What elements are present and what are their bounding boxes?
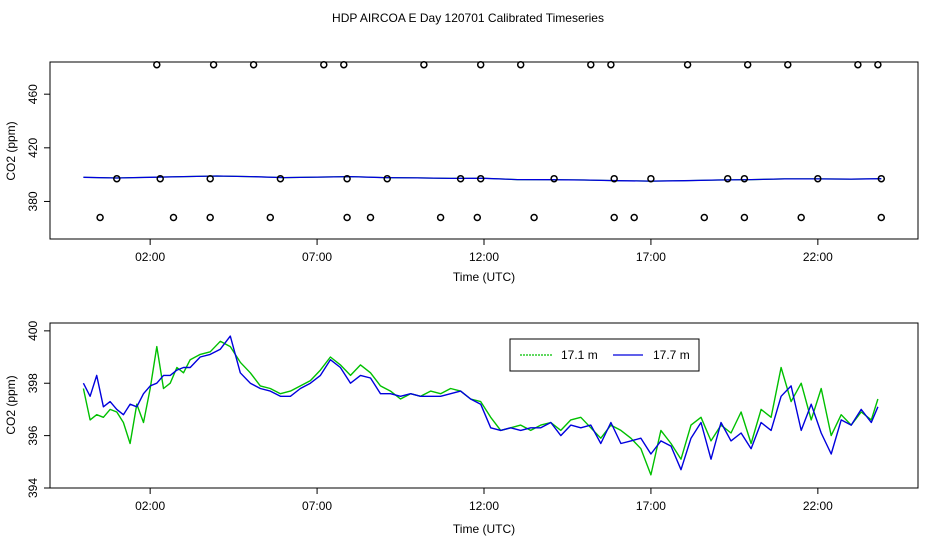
y-tick-label: 460 bbox=[26, 84, 40, 104]
top-plot-frame bbox=[49, 61, 919, 240]
data-point bbox=[683, 60, 692, 69]
data-point bbox=[343, 174, 351, 183]
data-point bbox=[854, 60, 862, 69]
data-point bbox=[516, 60, 525, 69]
y-tick-label: 400 bbox=[26, 321, 40, 341]
top-panel: 02:00 07:00 12:00 17:00 22:00 380 420 460 Time… bbox=[4, 60, 919, 284]
legend: 17.1 m 17.7 m bbox=[509, 338, 700, 372]
legend-label-17-7m: 17.7 m bbox=[653, 348, 690, 362]
top-plot-marks bbox=[83, 60, 886, 222]
y-tick-label: 394 bbox=[26, 478, 40, 498]
data-point bbox=[743, 60, 752, 69]
data-point bbox=[610, 174, 618, 183]
y-tick-label: 398 bbox=[26, 373, 40, 393]
x-tick-label: 12:00 bbox=[469, 250, 499, 264]
data-point bbox=[206, 213, 214, 222]
data-point bbox=[723, 174, 732, 183]
bottom-x-axis: 02:00 07:00 12:00 17:00 22:00 bbox=[135, 488, 833, 513]
data-point bbox=[700, 213, 709, 222]
data-point bbox=[153, 60, 161, 69]
data-point bbox=[797, 213, 805, 222]
data-point bbox=[156, 174, 164, 183]
data-point bbox=[320, 60, 328, 69]
x-tick-label: 17:00 bbox=[636, 499, 666, 513]
x-tick-label: 12:00 bbox=[469, 499, 499, 513]
data-point bbox=[550, 174, 558, 183]
data-point bbox=[420, 60, 428, 69]
data-point bbox=[587, 60, 595, 69]
bottom-panel: 02:00 07:00 12:00 17:00 22:00 394 396 398 400 T… bbox=[4, 321, 919, 536]
x-tick-label: 02:00 bbox=[135, 499, 165, 513]
legend-label-17-1m: 17.1 m bbox=[561, 348, 598, 362]
data-point bbox=[169, 213, 178, 222]
data-point bbox=[249, 60, 258, 69]
data-point bbox=[456, 174, 465, 183]
x-tick-label: 07:00 bbox=[302, 499, 332, 513]
x-tick-label: 22:00 bbox=[803, 499, 833, 513]
data-point bbox=[340, 60, 348, 69]
data-point bbox=[784, 60, 792, 69]
data-point bbox=[877, 174, 886, 183]
data-point bbox=[266, 213, 275, 222]
y-tick-label: 396 bbox=[26, 425, 40, 445]
top-x-axis: 02:00 07:00 12:00 17:00 22:00 bbox=[135, 239, 833, 264]
data-point bbox=[877, 213, 886, 222]
data-point bbox=[383, 174, 391, 183]
x-tick-label: 22:00 bbox=[803, 250, 833, 264]
data-point bbox=[476, 174, 485, 183]
data-point bbox=[343, 213, 351, 222]
series-line-17-1m bbox=[82, 340, 879, 476]
x-tick-label: 07:00 bbox=[302, 250, 332, 264]
data-point bbox=[209, 60, 218, 69]
data-point bbox=[366, 213, 375, 222]
top-x-axis-label: Time (UTC) bbox=[453, 270, 515, 284]
y-tick-label: 380 bbox=[26, 191, 40, 211]
data-point bbox=[610, 213, 618, 222]
bottom-x-axis-label: Time (UTC) bbox=[453, 522, 515, 536]
data-point bbox=[206, 174, 214, 183]
x-tick-label: 17:00 bbox=[636, 250, 666, 264]
bottom-y-axis-label: CO2 (ppm) bbox=[4, 375, 18, 434]
top-y-axis: 380 420 460 bbox=[26, 84, 50, 211]
series-line-17-7m bbox=[82, 335, 879, 471]
data-point bbox=[630, 213, 638, 222]
data-point bbox=[740, 213, 749, 222]
x-tick-label: 02:00 bbox=[135, 250, 165, 264]
top-y-axis-label: CO2 (ppm) bbox=[4, 121, 18, 180]
data-point bbox=[740, 174, 749, 183]
data-point bbox=[874, 60, 882, 69]
data-point bbox=[276, 174, 285, 183]
data-point bbox=[647, 174, 655, 183]
y-tick-label: 420 bbox=[26, 137, 40, 157]
bottom-y-axis: 394 396 398 400 bbox=[26, 321, 50, 498]
data-point bbox=[530, 213, 538, 222]
bottom-plot-marks bbox=[82, 335, 879, 476]
data-point bbox=[436, 213, 445, 222]
chart-title: HDP AIRCOA E Day 120701 Calibrated Times… bbox=[332, 11, 604, 25]
data-point bbox=[96, 213, 104, 222]
data-point bbox=[473, 213, 482, 222]
data-point bbox=[607, 60, 615, 69]
data-point bbox=[814, 174, 822, 183]
data-point bbox=[476, 60, 485, 69]
data-point bbox=[113, 174, 121, 183]
